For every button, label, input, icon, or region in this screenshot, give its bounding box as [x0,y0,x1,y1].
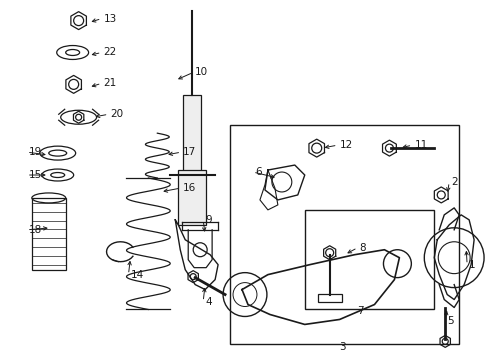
Bar [229,125,458,345]
Text: 20: 20 [110,109,123,119]
Text: 5: 5 [447,316,453,327]
Text: 3: 3 [339,342,346,352]
Text: 2: 2 [450,177,457,187]
Bar [178,170,206,225]
Text: 12: 12 [339,140,352,150]
Text: 7: 7 [357,306,364,316]
Text: 1: 1 [468,260,475,270]
Text: 6: 6 [254,167,261,177]
Text: 9: 9 [205,215,211,225]
Text: 17: 17 [183,147,196,157]
Text: 8: 8 [359,243,366,253]
Text: 21: 21 [103,78,117,88]
Text: 14: 14 [130,270,143,280]
Text: 19: 19 [29,147,42,157]
Bar [32,198,65,270]
Text: 22: 22 [103,48,117,58]
Text: 16: 16 [183,183,196,193]
Text: 13: 13 [103,14,117,24]
Text: 15: 15 [29,170,42,180]
Text: 10: 10 [195,67,208,77]
Text: 4: 4 [205,297,211,306]
Text: 11: 11 [413,140,427,150]
Bar [183,95,201,175]
Bar [304,210,433,310]
Text: 18: 18 [29,225,42,235]
Bar [317,293,341,302]
